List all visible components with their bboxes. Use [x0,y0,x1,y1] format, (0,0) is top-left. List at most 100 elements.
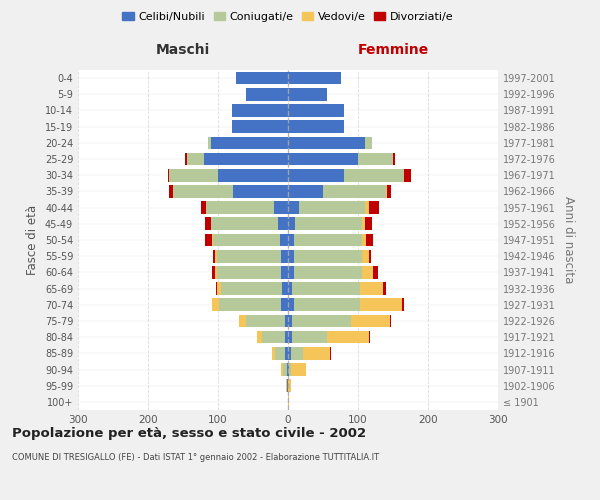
Bar [393,152,395,166]
Bar [288,202,299,214]
Text: COMUNE DI TRESIGALLO (FE) - Dati ISTAT 1° gennaio 2002 - Elaborazione TUTTITALIA: COMUNE DI TRESIGALLO (FE) - Dati ISTAT 1… [12,452,379,462]
Bar [288,250,293,262]
Bar [288,363,289,376]
Bar [211,218,277,230]
Bar [232,120,288,133]
Bar [212,234,213,246]
Bar [288,88,326,101]
Legend: Celibi/Nubili, Coniugati/e, Vedovi/e, Divorziati/e: Celibi/Nubili, Coniugati/e, Vedovi/e, Di… [118,8,458,26]
Bar [257,331,262,344]
Bar [167,169,169,181]
Bar [262,331,284,344]
Bar [288,234,293,246]
Bar [287,363,288,376]
Bar [326,331,368,344]
Bar [246,88,288,101]
Bar [283,363,287,376]
Bar [361,250,368,262]
Bar [208,136,211,149]
Bar [187,152,204,166]
Bar [404,169,410,181]
Bar [288,136,365,149]
Bar [285,347,288,360]
Bar [233,185,288,198]
Bar [344,169,404,181]
Bar [288,169,344,181]
Bar [288,152,358,166]
Bar [288,266,293,278]
Bar [169,185,173,198]
Bar [281,250,288,262]
Bar [272,347,275,360]
Text: Popolazione per età, sesso e stato civile - 2002: Popolazione per età, sesso e stato civil… [12,428,366,440]
Bar [281,266,288,278]
Bar [281,363,283,376]
Bar [292,282,360,295]
Bar [389,314,391,328]
Bar [288,347,291,360]
Bar [388,185,391,198]
Bar [383,282,386,295]
Bar [220,298,281,311]
Bar [288,72,341,85]
Bar [386,185,388,198]
Bar [217,250,281,262]
Bar [232,104,288,117]
Bar [368,202,379,214]
Bar [173,185,233,198]
Bar [275,347,285,360]
Bar [360,282,383,295]
Bar [283,282,288,295]
Bar [330,347,331,360]
Bar [205,218,211,230]
Bar [281,298,288,311]
Bar [366,234,373,246]
Bar [288,282,292,295]
Bar [284,314,288,328]
Bar [280,234,288,246]
Bar [368,331,370,344]
Bar [217,266,281,278]
Bar [365,136,372,149]
Bar [235,72,288,85]
Bar [215,266,217,278]
Bar [221,282,283,295]
Bar [246,314,284,328]
Bar [351,314,389,328]
Bar [205,234,212,246]
Text: Femmine: Femmine [358,43,428,57]
Bar [368,250,371,262]
Bar [169,169,218,181]
Bar [304,347,330,360]
Bar [362,234,366,246]
Bar [211,136,288,149]
Bar [218,169,288,181]
Bar [373,266,379,278]
Bar [323,185,386,198]
Bar [212,298,220,311]
Bar [216,282,217,295]
Bar [204,152,288,166]
Y-axis label: Anni di nascita: Anni di nascita [562,196,575,284]
Bar [358,152,393,166]
Bar [295,218,361,230]
Bar [291,347,304,360]
Bar [362,266,373,278]
Bar [402,298,404,311]
Bar [217,282,221,295]
Bar [286,380,287,392]
Bar [287,380,288,392]
Bar [213,234,280,246]
Bar [200,202,206,214]
Bar [293,234,362,246]
Bar [274,202,288,214]
Bar [293,298,360,311]
Bar [284,331,288,344]
Bar [288,314,292,328]
Bar [277,218,288,230]
Bar [361,218,365,230]
Bar [288,331,292,344]
Bar [288,120,344,133]
Bar [299,202,365,214]
Bar [288,218,295,230]
